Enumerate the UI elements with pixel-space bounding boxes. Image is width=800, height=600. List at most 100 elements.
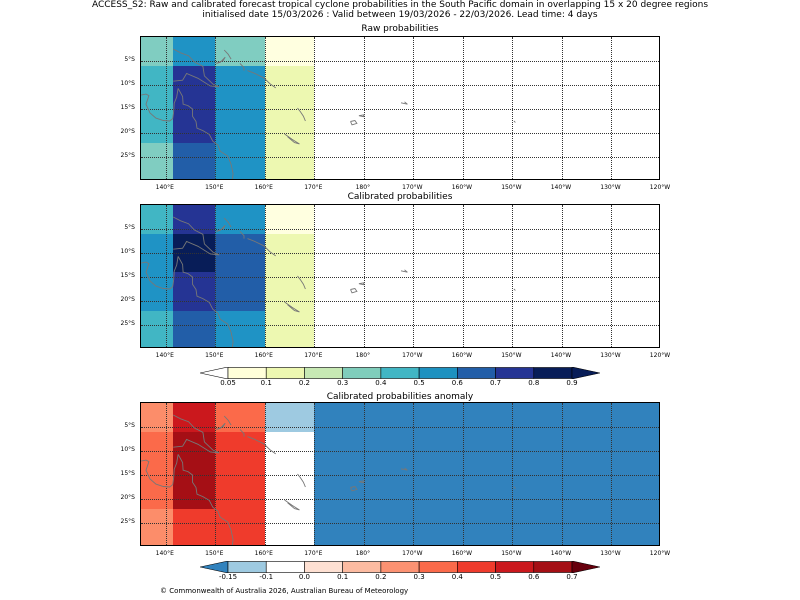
colorbar-tick-label: 0.4	[451, 573, 463, 581]
coastline	[284, 301, 300, 313]
colorbar-tick-label: 0.3	[413, 573, 425, 581]
colorbar-tick-label: 0.2	[298, 379, 311, 387]
colorbar-tick-label: 0.3	[337, 379, 349, 387]
coastline	[350, 485, 358, 492]
longitude-gridline	[462, 403, 464, 545]
colorbar-swatch	[227, 367, 267, 379]
longitude-label: 140°E	[155, 184, 174, 191]
colorbar-over-extension	[571, 366, 601, 380]
latitude-gridline	[141, 427, 659, 428]
colorbar-swatch	[457, 561, 496, 573]
longitude-gridline	[165, 37, 167, 179]
coastline-layer	[141, 216, 516, 347]
coastline	[172, 216, 220, 256]
latitude-gridline	[141, 229, 659, 230]
latitude-gridline	[141, 451, 659, 452]
colorbar-swatch	[495, 367, 535, 379]
longitude-label: 170°W	[402, 184, 423, 191]
longitude-label: 170°W	[402, 352, 423, 359]
longitude-gridline	[611, 37, 613, 179]
latitude-label: 5°S	[124, 224, 135, 231]
coastline	[350, 287, 358, 294]
colorbar-swatch	[265, 561, 305, 573]
longitude-gridline	[363, 205, 365, 347]
latitude-label: 15°S	[120, 104, 135, 111]
longitude-label: 180°	[355, 550, 371, 557]
colorbar-swatch	[495, 561, 535, 573]
colorbar-tick-label: 0.9	[566, 379, 578, 387]
colorbar-tick-label: 0.6	[451, 379, 463, 387]
longitude-gridline	[561, 37, 563, 179]
probability-region-cell	[314, 403, 659, 545]
probability-region-cell	[264, 431, 315, 545]
colorbar-anomaly-swatches	[199, 560, 601, 574]
colorbar-swatch	[380, 367, 420, 379]
longitude-label: 170°E	[304, 550, 323, 557]
longitude-gridline	[413, 205, 415, 347]
coastline	[141, 256, 179, 290]
probability-region-cell	[264, 403, 315, 432]
longitude-label: 160°W	[451, 352, 473, 359]
latitude-label: 25°S	[120, 320, 135, 327]
longitude-label: 130°W	[600, 352, 621, 359]
colorbar-tick-label: 0.5	[489, 573, 502, 581]
latitude-label: 20°S	[120, 296, 135, 303]
coastline	[513, 120, 516, 123]
coastline	[239, 231, 245, 239]
latitude-gridline	[141, 253, 659, 254]
latitude-label: 10°S	[120, 446, 135, 453]
longitude-label: 160°E	[254, 352, 273, 359]
longitude-label: 140°W	[550, 352, 572, 359]
probability-region-cell	[173, 508, 216, 545]
colorbar-under-extension	[199, 560, 229, 574]
probability-region-cell	[215, 431, 265, 545]
probability-region-cell	[141, 37, 174, 66]
longitude-label: 150°W	[501, 184, 522, 191]
colorbar-probabilities	[199, 364, 601, 380]
probability-region-cell	[173, 205, 216, 234]
colorbar-swatch	[533, 561, 573, 573]
panel-title-calibrated: Calibrated probabilities	[347, 192, 453, 202]
longitude-gridline	[512, 403, 514, 545]
colorbar-tick-label: 0.1	[337, 573, 349, 581]
coastline	[284, 133, 300, 145]
coastline	[247, 70, 276, 89]
map-panel-raw	[140, 36, 660, 180]
coastline	[247, 436, 276, 455]
coastline	[358, 282, 365, 286]
latitude-gridline	[141, 85, 659, 86]
coastline	[223, 415, 232, 426]
longitude-gridline	[215, 37, 217, 179]
longitude-label: 150°W	[501, 550, 522, 557]
colorbar-anomaly	[199, 558, 601, 574]
probability-region-cell	[173, 431, 216, 509]
coastline	[216, 422, 226, 430]
longitude-label: 150°E	[205, 184, 224, 191]
longitude-label: 120°W	[649, 184, 671, 191]
latitude-gridline	[141, 475, 659, 476]
coastline	[513, 486, 516, 489]
map-panel-anomaly	[140, 402, 660, 546]
probability-region-cell	[173, 37, 216, 66]
map-panel-calibrated	[140, 204, 660, 348]
longitude-gridline	[561, 403, 563, 545]
latitude-label: 20°S	[120, 494, 135, 501]
longitude-gridline	[512, 205, 514, 347]
colorbar-tick-label: 0.5	[413, 379, 425, 387]
coastline-layer	[141, 48, 516, 179]
longitude-label: 170°E	[304, 184, 323, 191]
latitude-gridline	[141, 133, 659, 134]
panel-title-anomaly: Calibrated probabilities anomaly	[326, 392, 474, 402]
longitude-gridline	[363, 37, 365, 179]
probability-region-cell	[173, 142, 216, 179]
longitude-label: 180°	[355, 352, 371, 359]
longitude-label: 160°E	[254, 550, 273, 557]
latitude-label: 10°S	[120, 248, 135, 255]
latitude-gridline	[141, 157, 659, 158]
colorbar-tick-label: -0.15	[218, 573, 238, 581]
longitude-label: 140°W	[550, 550, 572, 557]
longitude-label: 160°W	[451, 550, 473, 557]
coastline	[141, 88, 179, 122]
latitude-gridline	[141, 277, 659, 278]
longitude-gridline	[264, 403, 266, 545]
